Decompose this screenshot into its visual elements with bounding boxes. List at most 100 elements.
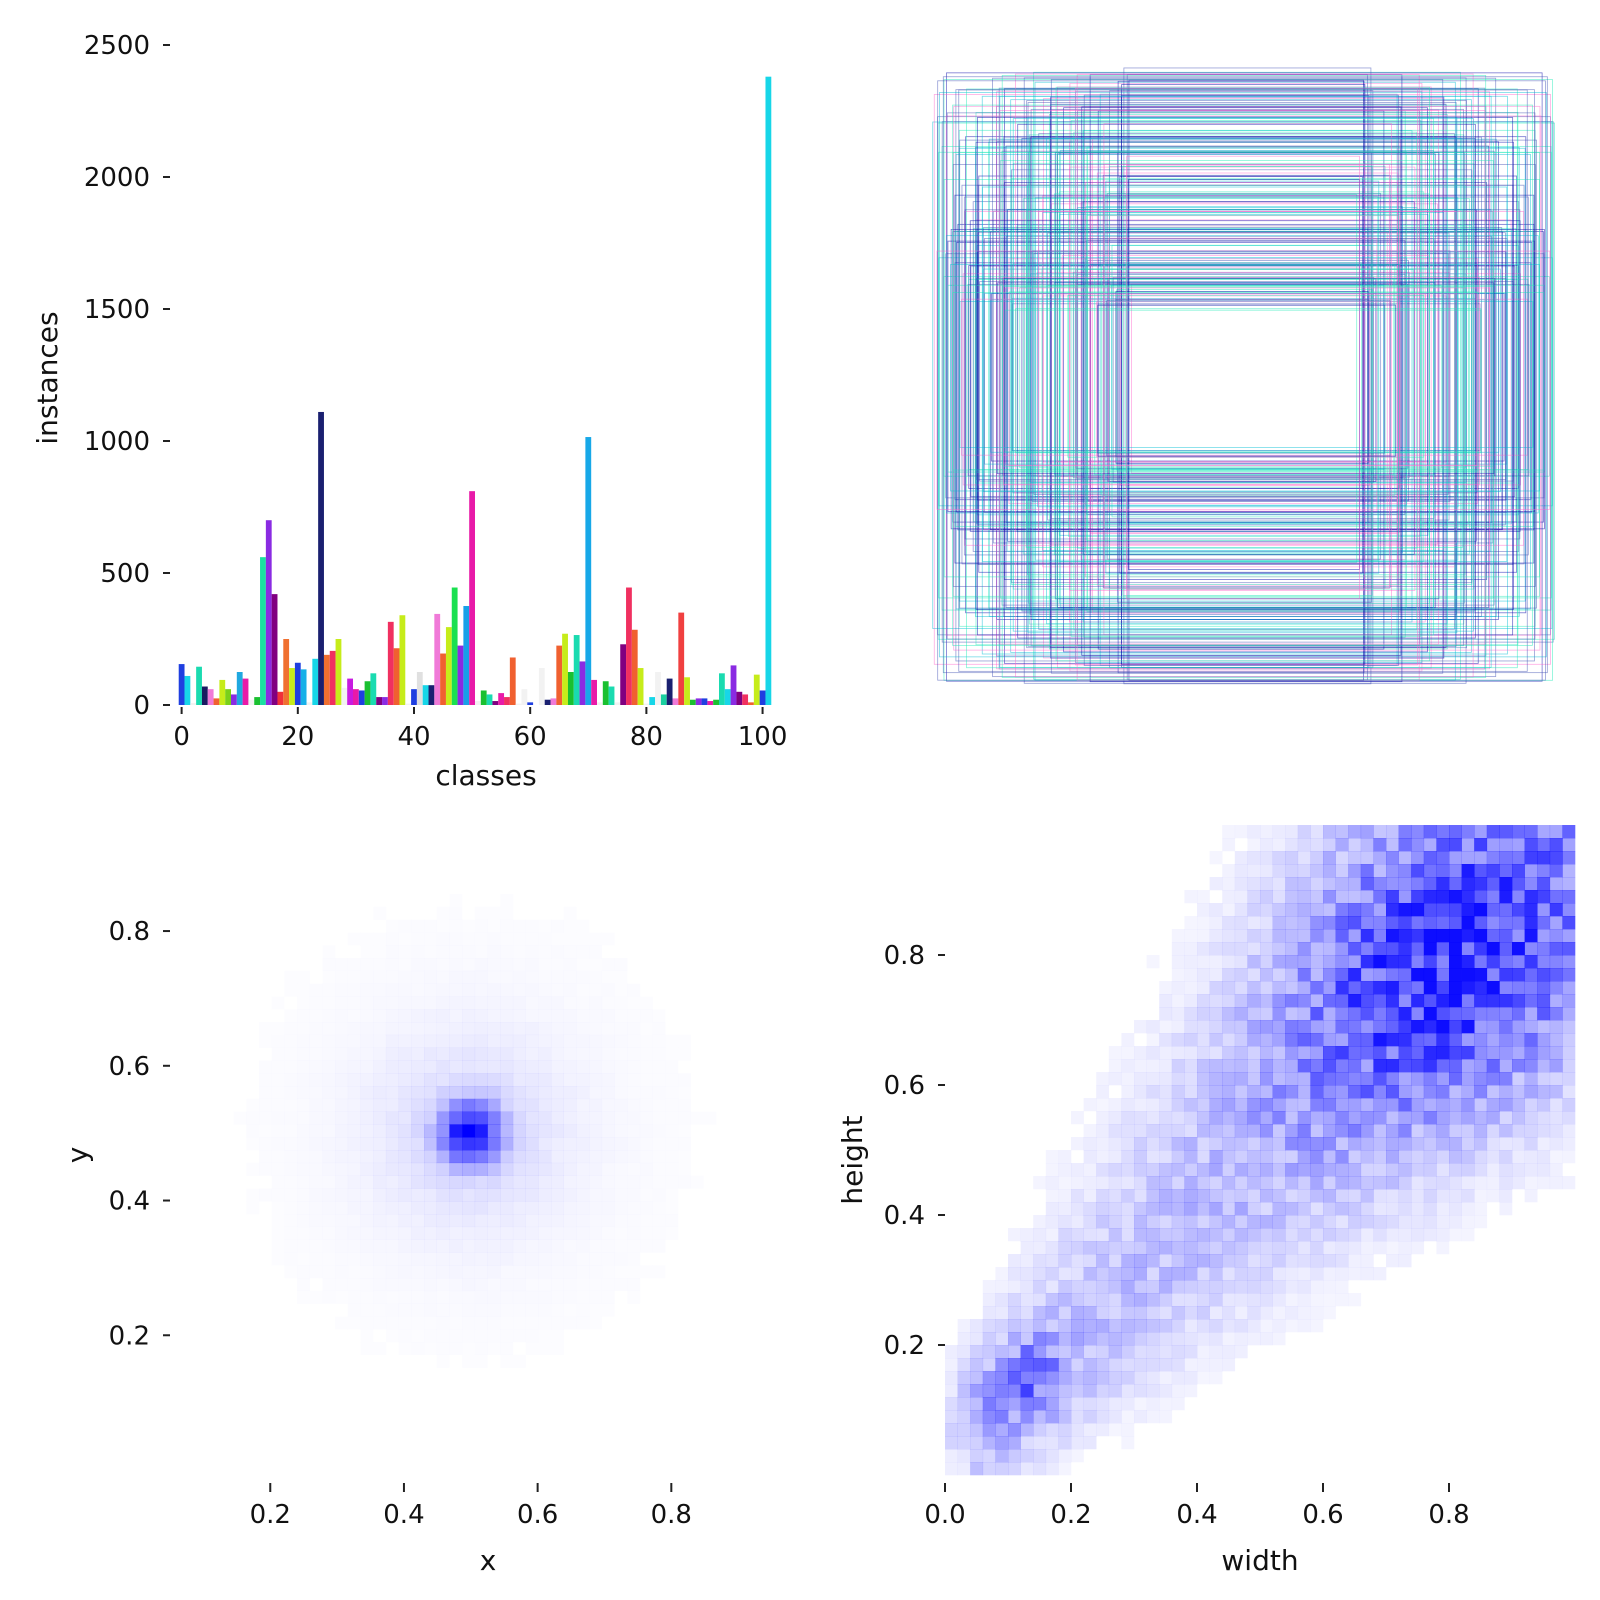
heatmap-cell [1146,1150,1160,1164]
x-tick-label: 100 [738,722,788,752]
heatmap-cell [462,1265,475,1278]
heatmap-cell [297,1022,310,1035]
heatmap-cell [348,1201,361,1214]
bounding-box-outline [1103,123,1392,636]
heatmap-cell [1386,864,1399,878]
bounding-box-outline [1112,276,1374,483]
heatmap-cell [1184,1163,1198,1177]
heatmap-cell [1373,968,1387,982]
heatmap-cell [957,1358,971,1372]
heatmap-cell [1436,890,1450,904]
heatmap-cell [1285,1280,1299,1294]
heatmap-cell [513,1265,526,1278]
heatmap-cell [957,1423,971,1437]
heatmap-cell [602,1240,615,1253]
heatmap-cell [385,1073,399,1087]
heatmap-cell [1537,851,1551,865]
heatmap-cell [653,1035,666,1048]
heatmap-cell [615,1048,628,1061]
bounding-box-outline [1116,289,1373,471]
heatmap-cell [1096,1111,1110,1125]
heatmap-cell [1033,1241,1047,1255]
heatmap-cell [1512,929,1525,943]
heatmap-cell [1398,1163,1412,1177]
heatmap-cell [564,1252,577,1265]
heatmap-cell [424,1188,437,1202]
heatmap-cell [310,1009,323,1022]
heatmap-cell [513,1009,526,1022]
heatmap-cell [1197,1371,1210,1385]
heatmap-cell [526,958,539,971]
heatmap-cell [563,1086,577,1100]
heatmap-cell [234,1112,247,1125]
histogram-bar [684,677,690,705]
heatmap-cell [1398,1072,1412,1086]
heatmap-cell [1411,1033,1425,1047]
heatmap-cell [640,1163,653,1176]
heatmap-cell [1222,864,1236,878]
heatmap-cell [411,1034,425,1048]
heatmap-cell [627,1227,640,1240]
heatmap-cell [361,996,374,1009]
heatmap-cell [1285,1085,1299,1099]
heatmap-cell [1360,929,1374,943]
heatmap-cell [1260,1085,1273,1099]
heatmap-cell [436,1201,450,1215]
bounding-box-outline [996,282,1495,475]
heatmap-cell [1360,1150,1374,1164]
heatmap-cell [385,1111,399,1125]
heatmap-cell [1310,1267,1324,1281]
heatmap-cell [1348,968,1362,982]
heatmap-cell [1134,1085,1147,1099]
heatmap-cell [1360,903,1374,917]
heatmap-cell [589,1048,602,1061]
heatmap-cell [615,1214,628,1227]
heatmap-cell [246,1201,259,1214]
x-tick-label: 0.4 [383,1500,424,1530]
heatmap-cell [1134,1293,1147,1307]
heatmap-cell [474,1226,488,1240]
heatmap-cell [449,1150,463,1164]
heatmap-cell [259,1022,272,1035]
heatmap-cell [1386,916,1399,930]
heatmap-cell [1499,838,1513,852]
heatmap-cell [564,1022,577,1035]
heatmap-cell [373,907,386,920]
heatmap-cell [1159,1371,1173,1385]
heatmap-cell [1159,1137,1173,1151]
heatmap-cell [1537,890,1551,904]
heatmap-cell [1272,1072,1286,1086]
heatmap-cell [360,1214,374,1228]
heatmap-cell [602,1304,615,1317]
heatmap-cell [1197,1215,1210,1229]
heatmap-cell [1159,1020,1173,1034]
heatmap-cell [1386,1098,1399,1112]
heatmap-cell [1423,942,1437,956]
heatmap-cell [1398,1046,1412,1060]
heatmap-cell [1474,1189,1488,1203]
heatmap-cell [1272,1319,1286,1333]
heatmap-cell [1197,1059,1210,1073]
heatmap-cell [1335,1072,1349,1086]
heatmap-cell [1474,1124,1488,1138]
heatmap-cell [1209,1280,1223,1294]
heatmap-cell [398,1034,412,1048]
heatmap-cell [1297,864,1311,878]
heatmap-cell [1146,1345,1160,1359]
heatmap-cell [1020,1228,1034,1242]
xy-heatmap-cells [234,907,666,1329]
heatmap-cell [589,1214,602,1227]
heatmap-cell [1297,1176,1311,1190]
heatmap-cell [1398,1176,1412,1190]
heatmap-cell [284,1099,297,1112]
heatmap-cell [1323,1098,1336,1112]
heatmap-cell [411,1316,424,1329]
heatmap-cell [1335,903,1349,917]
heatmap-cell [475,945,488,958]
heatmap-cell [1260,1137,1273,1151]
heatmap-cell [1184,1306,1198,1320]
heatmap-cell [1234,1150,1248,1164]
heatmap-cell [525,1098,539,1112]
heatmap-cell [1512,903,1525,917]
heatmap-cell [1323,1228,1336,1242]
